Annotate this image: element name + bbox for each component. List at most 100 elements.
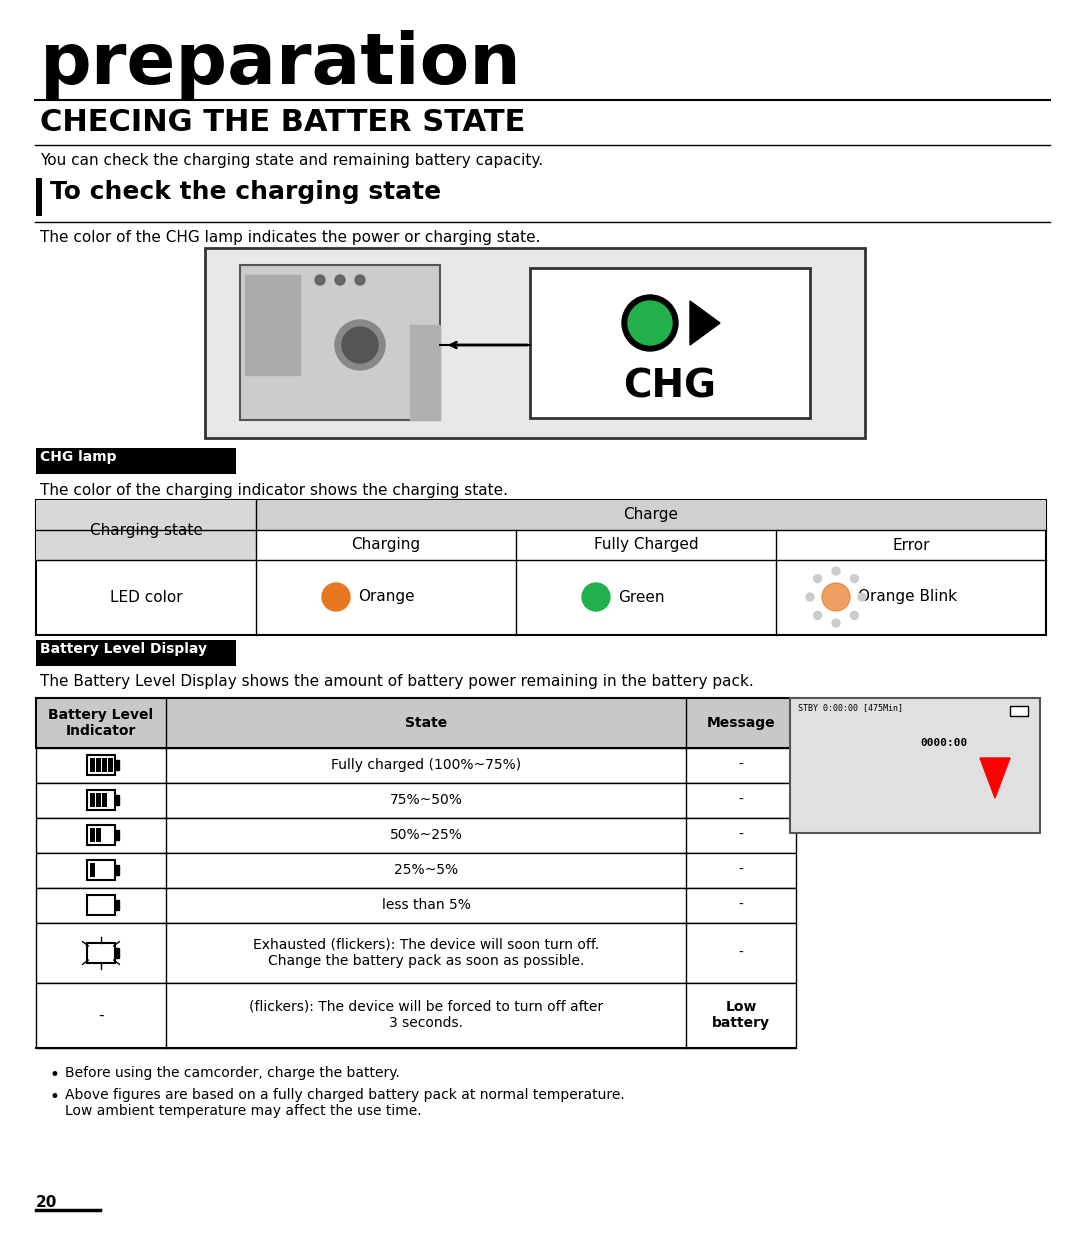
Text: Exhausted (flickers): The device will soon turn off.
Change the battery pack as : Exhausted (flickers): The device will so… [253, 938, 599, 969]
Text: Low
battery: Low battery [712, 1000, 770, 1030]
Text: To check the charging state: To check the charging state [50, 180, 441, 204]
Text: -: - [98, 1007, 104, 1023]
Bar [96, 793, 102, 807]
Polygon shape [245, 275, 300, 375]
Text: -: - [739, 898, 743, 912]
Bar [36, 748, 796, 784]
Bar [114, 900, 119, 909]
Text: •: • [50, 1088, 59, 1106]
Text: Above figures are based on a fully charged battery pack at normal temperature.
L: Above figures are based on a fully charg… [65, 1088, 624, 1118]
Polygon shape [690, 301, 720, 346]
Bar [96, 758, 102, 772]
Text: Green: Green [618, 590, 664, 605]
Text: preparation: preparation [40, 30, 522, 99]
Bar [87, 790, 114, 810]
Bar [87, 826, 114, 845]
Text: Fully charged (100%~75%): Fully charged (100%~75%) [330, 758, 521, 772]
Text: You can check the charging state and remaining battery capacity.: You can check the charging state and rem… [40, 153, 543, 168]
Circle shape [335, 275, 345, 285]
Circle shape [342, 327, 378, 363]
Text: LED color: LED color [110, 590, 183, 605]
Polygon shape [410, 325, 440, 420]
Text: Fully Charged: Fully Charged [594, 538, 699, 553]
Text: CHG: CHG [623, 368, 716, 406]
Bar [96, 828, 102, 842]
Text: Orange Blink: Orange Blink [858, 590, 957, 605]
Bar [87, 895, 114, 914]
Bar [90, 863, 95, 877]
Text: (flickers): The device will be forced to turn off after
3 seconds.: (flickers): The device will be forced to… [248, 1000, 603, 1030]
Bar [36, 983, 796, 1048]
Text: Battery Level Display: Battery Level Display [40, 642, 207, 656]
Text: Error: Error [892, 538, 930, 553]
Text: •: • [50, 1066, 59, 1083]
Circle shape [850, 611, 859, 619]
Bar [1010, 706, 1028, 716]
Text: 25%~5%: 25%~5% [394, 863, 458, 877]
Circle shape [355, 275, 365, 285]
Text: CHG lamp: CHG lamp [40, 450, 117, 464]
Circle shape [315, 275, 325, 285]
Bar [36, 784, 796, 818]
Bar [114, 760, 119, 770]
Text: Orange: Orange [357, 590, 415, 605]
Circle shape [582, 582, 610, 611]
Circle shape [622, 295, 678, 350]
Bar [87, 755, 114, 775]
Bar [87, 943, 114, 963]
Circle shape [627, 301, 672, 346]
Text: Message: Message [706, 716, 775, 731]
Bar [205, 248, 865, 438]
Bar [114, 795, 119, 805]
Text: State: State [405, 716, 447, 731]
Bar [114, 948, 119, 958]
Text: Battery Level
Indicator: Battery Level Indicator [49, 708, 153, 738]
Text: 50%~25%: 50%~25% [390, 828, 462, 842]
Text: Charging: Charging [351, 538, 420, 553]
Text: 75%~50%: 75%~50% [390, 793, 462, 807]
Bar [36, 500, 1047, 636]
Bar [114, 865, 119, 875]
Text: 0000:00: 0000:00 [920, 738, 968, 748]
Text: -: - [739, 758, 743, 772]
Bar [108, 758, 113, 772]
Text: -: - [739, 828, 743, 842]
Bar [36, 853, 796, 888]
Bar [36, 923, 796, 983]
Bar [36, 500, 256, 560]
Text: Charging state: Charging state [90, 522, 202, 538]
Circle shape [322, 582, 350, 611]
Bar [36, 698, 796, 748]
Circle shape [813, 611, 822, 619]
Text: -: - [739, 793, 743, 807]
Circle shape [822, 582, 850, 611]
Circle shape [806, 594, 814, 601]
Bar [102, 758, 107, 772]
Bar [102, 793, 107, 807]
Bar [114, 830, 119, 840]
Bar [240, 265, 440, 420]
Circle shape [813, 575, 822, 582]
Bar [87, 860, 114, 880]
Bar [90, 793, 95, 807]
Bar [789, 698, 1040, 833]
Circle shape [832, 619, 840, 627]
Circle shape [335, 320, 384, 370]
Text: STBY 0:00:00 [475Min]: STBY 0:00:00 [475Min] [798, 703, 903, 712]
Text: CHECING THE BATTER STATE: CHECING THE BATTER STATE [40, 109, 525, 137]
Polygon shape [980, 758, 1010, 798]
Text: The Battery Level Display shows the amount of battery power remaining in the bat: The Battery Level Display shows the amou… [40, 674, 754, 689]
Bar [36, 448, 237, 474]
Text: less than 5%: less than 5% [381, 898, 471, 912]
Bar [36, 640, 237, 666]
Circle shape [858, 594, 866, 601]
Bar [36, 178, 42, 216]
Circle shape [832, 566, 840, 575]
Bar [90, 758, 95, 772]
Bar [36, 500, 1047, 529]
Text: 20: 20 [36, 1195, 57, 1211]
Circle shape [850, 575, 859, 582]
Bar [90, 828, 95, 842]
Text: The color of the charging indicator shows the charging state.: The color of the charging indicator show… [40, 482, 508, 499]
Bar [36, 818, 796, 853]
